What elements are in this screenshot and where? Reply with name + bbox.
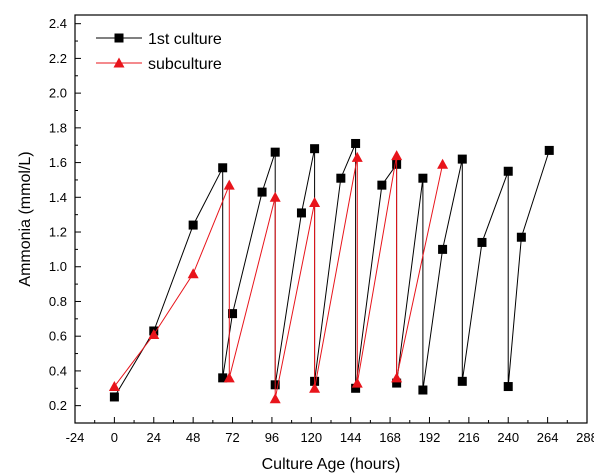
data-point (257, 187, 267, 197)
data-point (437, 158, 449, 169)
data-point (218, 373, 228, 383)
data-point (108, 381, 120, 392)
data-point (109, 392, 119, 402)
data-point (477, 237, 487, 247)
x-tick-label: 72 (225, 430, 239, 445)
data-point (351, 151, 363, 162)
data-point (270, 147, 280, 157)
legend: 1st culture subculture (96, 31, 222, 73)
data-point (269, 191, 281, 202)
data-point (351, 377, 363, 388)
y-axis-title: Ammonia (mmol/L) (17, 151, 34, 286)
legend-label-subculture: subculture (148, 56, 222, 73)
data-point (269, 393, 281, 404)
x-tick-label: 192 (419, 430, 441, 445)
data-point (503, 382, 513, 392)
series-line (114, 155, 444, 399)
data-point (377, 180, 387, 190)
data-point (351, 138, 361, 148)
data-point (544, 145, 554, 155)
y-tick-label: 1.4 (49, 190, 67, 205)
y-tick-label: 0.4 (49, 363, 67, 378)
data-point (438, 244, 448, 254)
data-point (457, 376, 467, 386)
y-tick-label: 2.4 (49, 16, 67, 31)
legend-marker-subculture (113, 57, 125, 68)
data-point (516, 232, 526, 242)
x-tick-label: 144 (340, 430, 362, 445)
data-point (223, 372, 235, 383)
x-axis-title: Culture Age (hours) (262, 456, 401, 473)
data-point (228, 309, 238, 319)
series-subculture (108, 150, 449, 404)
x-tick-label: 168 (379, 430, 401, 445)
data-point (391, 372, 403, 383)
y-tick-label: 1.0 (49, 259, 67, 274)
x-tick-label: 48 (186, 430, 200, 445)
data-point (187, 268, 199, 279)
data-point (391, 150, 403, 161)
series-line (113, 143, 550, 398)
data-point (296, 208, 306, 218)
data-point (503, 166, 513, 176)
x-tick-label: 288 (576, 430, 594, 445)
x-tick-label: 216 (458, 430, 480, 445)
x-tick-label: 96 (265, 430, 279, 445)
x-tick-label: 0 (111, 430, 118, 445)
data-point (310, 144, 320, 154)
y-tick-label: 1.8 (49, 120, 67, 135)
data-point (418, 385, 428, 395)
data-point (418, 173, 428, 183)
x-tick-label: -24 (66, 430, 85, 445)
x-tick-label: 120 (300, 430, 322, 445)
data-point (309, 382, 321, 393)
data-point (336, 173, 346, 183)
legend-marker-1st-culture (114, 33, 124, 43)
y-tick-label: 0.2 (49, 398, 67, 413)
x-tick-label: 240 (497, 430, 519, 445)
data-point (188, 220, 198, 230)
data-point (218, 163, 228, 173)
y-tick-label: 0.8 (49, 294, 67, 309)
data-point (392, 378, 402, 388)
y-tick-label: 0.6 (49, 329, 67, 344)
x-tick-label: 264 (537, 430, 559, 445)
series-layer (108, 138, 554, 404)
data-point (351, 383, 361, 393)
x-tick-label: 24 (147, 430, 161, 445)
data-point (223, 179, 235, 190)
legend-label-1st-culture: 1st culture (148, 31, 222, 48)
y-tick-label: 2.0 (49, 86, 67, 101)
series-1st-culture (109, 138, 554, 402)
data-point (148, 328, 160, 339)
data-point (457, 154, 467, 164)
y-tick-label: 1.2 (49, 225, 67, 240)
y-tick-label: 1.6 (49, 155, 67, 170)
y-tick-label: 2.2 (49, 51, 67, 66)
data-point (309, 197, 321, 208)
axis-ticks: -24 0 24 48 72 96 120 144 168 192 216 240 264 288 0.2 0… (49, 16, 594, 445)
